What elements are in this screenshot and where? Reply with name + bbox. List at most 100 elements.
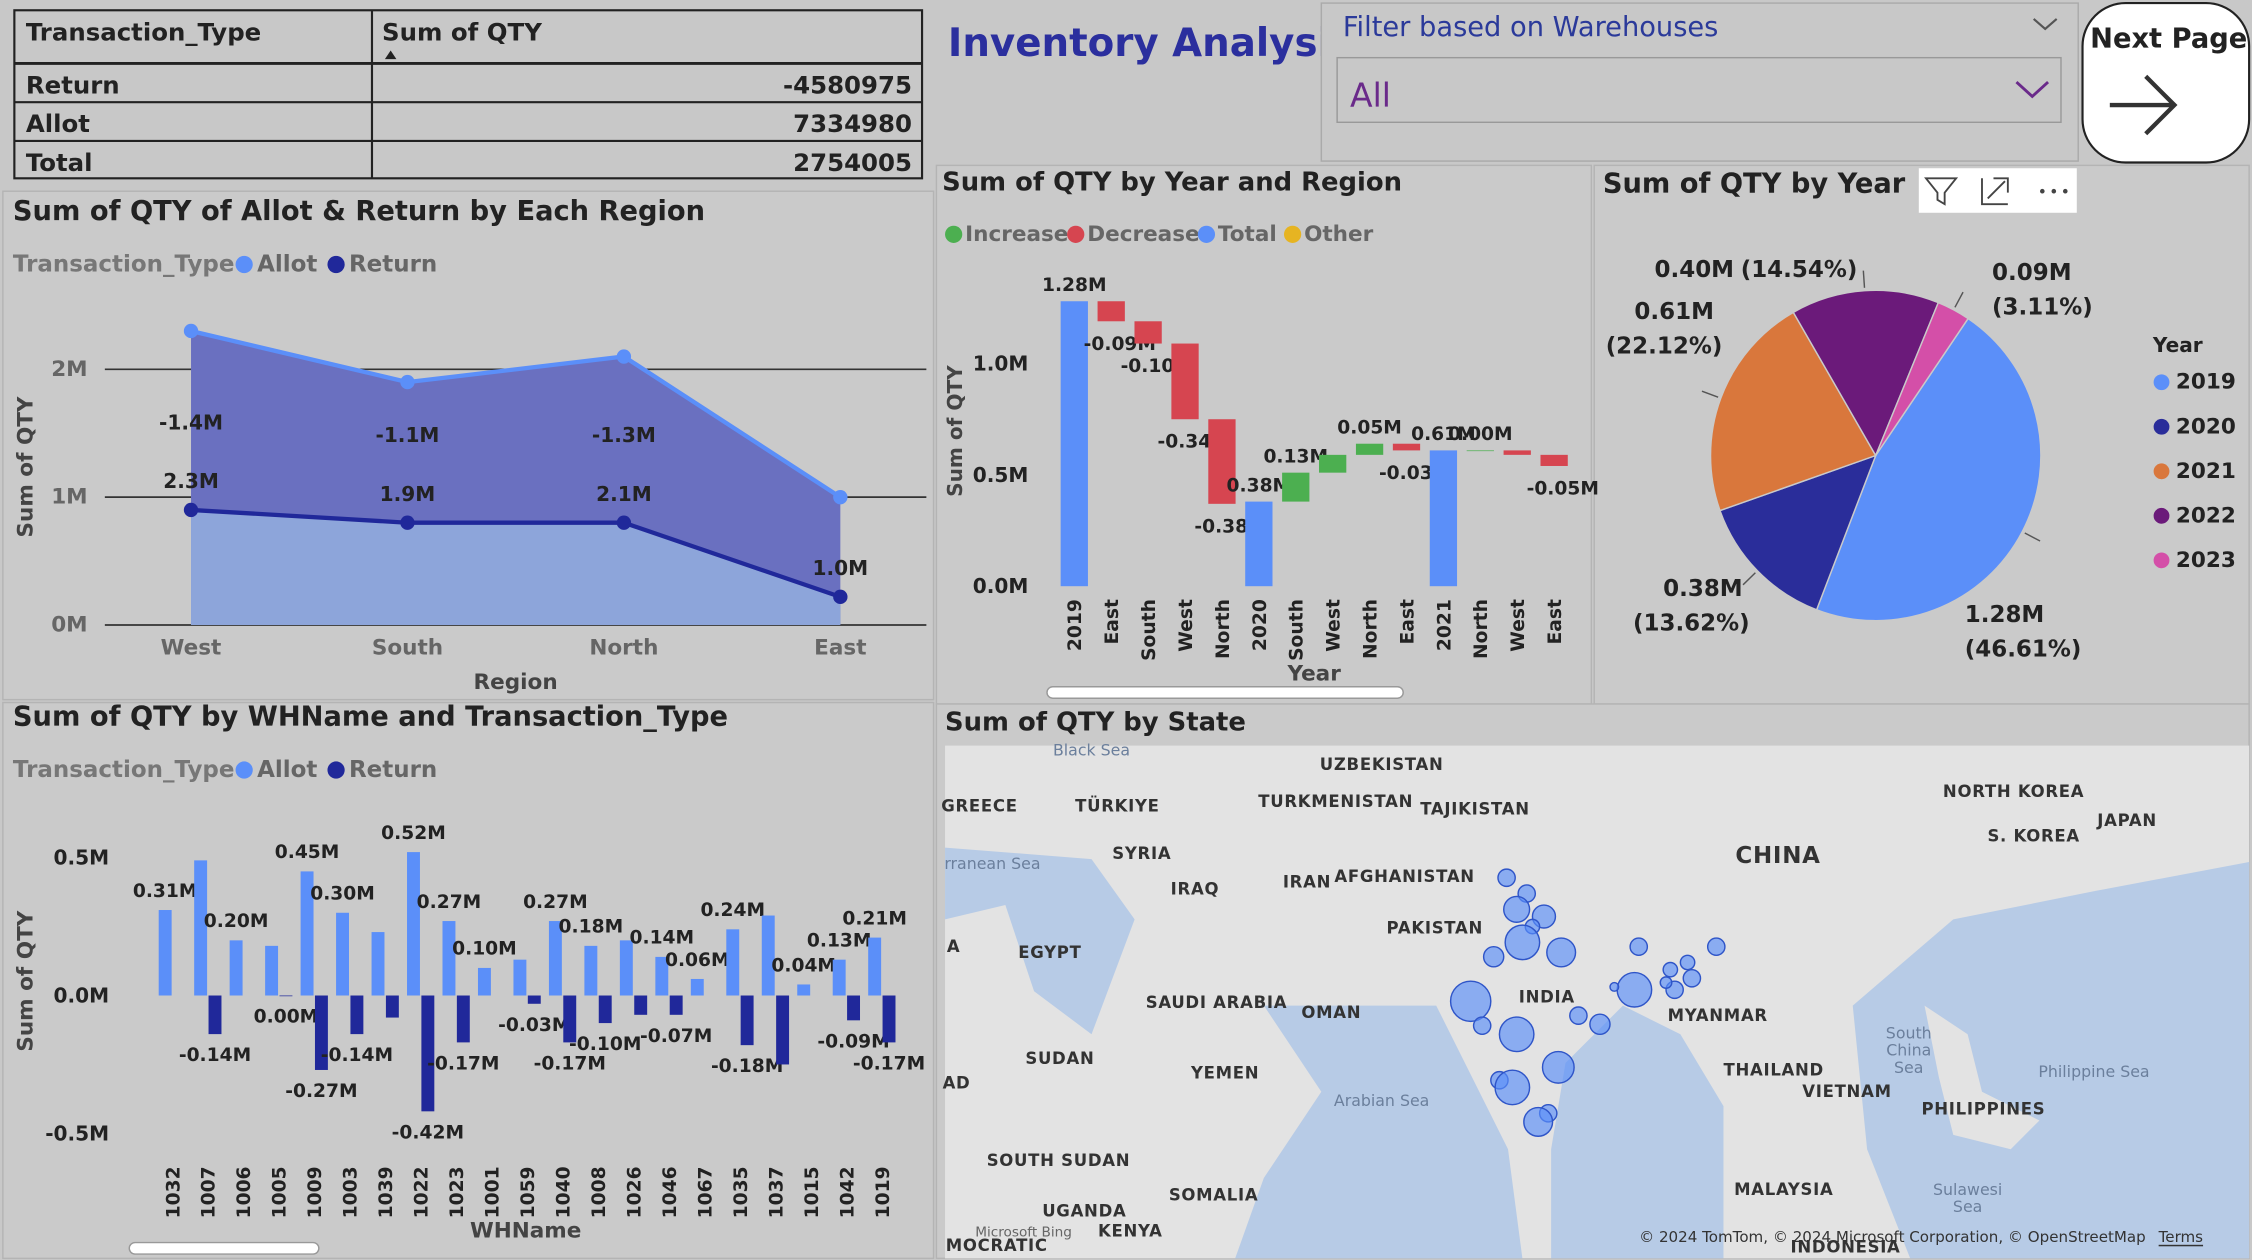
bar [371,932,385,996]
data-label: 0.61M [1411,424,1476,445]
table-cell: Allot [26,109,90,138]
pie-slice [1875,301,1970,456]
legend-label: 2019 [2176,370,2236,395]
legend-label: Total [1218,222,1277,247]
legend-marker [2153,507,2170,524]
legend-title: Transaction_Type [13,251,235,277]
filter-value[interactable]: All [1350,76,1391,115]
bar [350,995,364,1035]
x-tick-label: 1039 [376,1166,397,1218]
data-label: 0.05M [1337,417,1402,438]
bar [634,995,648,1015]
legend-label: 2021 [2176,459,2236,484]
more-icon[interactable] [2040,188,2068,194]
map-label: VIETNAM [1802,1082,1891,1101]
scrollbar[interactable] [1046,686,1404,699]
map-terms[interactable]: Terms [2158,1228,2204,1246]
bar [477,967,491,996]
bar [158,910,172,996]
legend-marker [2153,374,2170,391]
data-label: 0.38M [1227,475,1292,496]
column-header[interactable]: Sum of QTY [382,17,542,46]
map-label: TAJIKISTAN [1420,799,1530,818]
x-tick-label: 1059 [518,1166,539,1218]
bar [740,995,754,1046]
bar [1134,321,1162,344]
map-sea [1235,1005,1523,1259]
x-tick-label: 1006 [234,1166,255,1218]
legend-marker [327,255,345,274]
y-tick-label: 0.0M [54,984,110,1008]
map-label: AFGHANISTAN [1334,867,1474,886]
map-label: OMAN [1301,1003,1361,1022]
filter-dropdown[interactable] [1336,56,2062,124]
bar [563,995,577,1043]
data-label: 0.38M [1663,576,1743,602]
bar [385,995,399,1018]
table-cell: Return [26,70,120,99]
x-tick-label: West [161,635,222,660]
column-header[interactable]: Transaction_Type [26,17,261,46]
bar [1245,501,1273,587]
map-label: KENYA [1098,1222,1163,1241]
legend-label: Increase [965,222,1068,247]
x-tick-label: 1042 [837,1166,858,1218]
bar [1355,443,1384,455]
legend-label: Return [349,251,437,277]
bar [229,940,243,996]
legend-marker [2153,463,2170,480]
data-label: -0.05M [1527,478,1599,499]
data-label: 0.24M [700,900,765,921]
arrow-icon[interactable] [2109,74,2178,136]
data-label: 2.3M [163,469,219,493]
focus-icon[interactable] [1981,177,2009,206]
button-label[interactable]: Next Page [2090,23,2247,54]
data-label: 0.04M [771,955,836,976]
data-label: -1.4M [159,410,223,434]
x-tick-label: East [1545,599,1566,644]
bar [619,940,633,996]
map-label: Philippine Sea [2038,1062,2149,1081]
point [616,515,632,530]
map: Black Sea UZBEKISTAN GREECE TÜRKIYE TURKMENI… [941,740,2250,1259]
map-provider: Microsoft Bing [975,1224,1072,1240]
data-label: 0.10M [452,939,517,960]
x-tick-label: 1022 [412,1166,433,1218]
data-label: (14.54%) [1741,257,1858,283]
legend-label: 2023 [2176,548,2236,573]
data-label: 0.21M [842,908,907,929]
y-tick-label: 1.0M [973,352,1029,376]
bar [598,995,612,1024]
filter-icon[interactable] [1924,177,1959,206]
data-label: -0.14M [179,1045,251,1066]
next-page-button[interactable] [2081,2,2251,164]
map-label: UZBEKISTAN [1320,755,1444,774]
dropdown-icon[interactable] [2015,81,2050,99]
table: Transaction_Type Sum of QTY Return -4580… [13,9,924,180]
map-label: INDIA [1519,987,1575,1006]
bar [655,956,669,996]
data-label: 0.27M [523,892,588,913]
map-label: China [1886,1041,1931,1060]
bar [726,929,740,996]
area-net [191,509,841,625]
data-label: 0.45M [275,842,340,863]
data-label: 0.09M [1992,260,2072,286]
bar [882,995,896,1043]
x-tick-label: 1009 [305,1166,326,1218]
map-attribution: © 2024 TomTom, © 2024 Microsoft Corporat… [1639,1228,2146,1246]
data-label: -0.18M [711,1056,783,1077]
data-label: -0.14M [321,1045,393,1066]
scrollbar[interactable] [128,1241,320,1255]
leader-line [1701,390,1719,398]
chart-title: Sum of QTY by Year and Region [942,168,1402,198]
panel [935,164,1593,705]
data-label: 0.06M [665,950,730,971]
map-label: CHINA [1735,843,1820,869]
map-label: SYRIA [1112,844,1171,863]
map-label: YEMEN [1190,1064,1259,1083]
collapse-icon[interactable] [2032,18,2058,31]
x-tick-label: South [372,635,443,660]
y-tick-label: 2M [51,357,87,382]
